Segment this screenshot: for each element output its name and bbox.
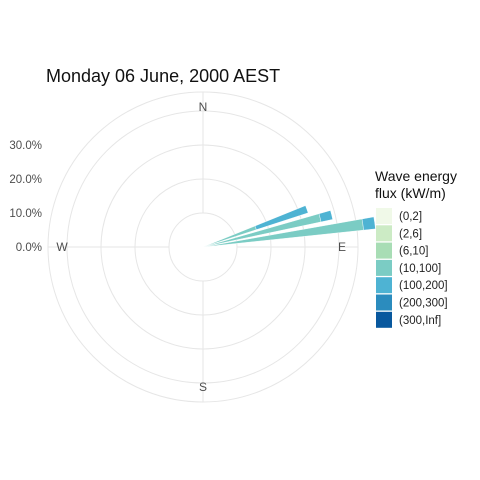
rose-segment — [319, 210, 333, 221]
legend-swatch — [376, 208, 392, 224]
radial-tick-label: 0.0% — [16, 242, 42, 254]
legend-swatch — [376, 260, 392, 276]
legend-swatch — [376, 277, 392, 293]
rose-sectors — [203, 206, 375, 247]
compass-label-e: E — [338, 240, 346, 254]
radial-tick-label: 30.0% — [9, 140, 42, 152]
chart-title: Monday 06 June, 2000 AEST — [46, 66, 280, 86]
compass-label-w: W — [56, 240, 68, 254]
legend-label: (6,10] — [399, 246, 428, 258]
legend-label: (2,6] — [399, 228, 422, 240]
compass-label-n: N — [199, 100, 208, 114]
legend-swatch — [376, 225, 392, 241]
legend-label: (0,2] — [399, 211, 422, 223]
legend-label: (300,Inf] — [399, 315, 441, 327]
legend-label: (100,200] — [399, 280, 448, 292]
legend-swatch — [376, 312, 392, 328]
radial-tick-label: 10.0% — [9, 208, 42, 220]
legend-swatch — [376, 295, 392, 311]
rose-segment — [362, 217, 375, 230]
legend-label: (10,100] — [399, 263, 441, 275]
legend-title: Wave energy — [375, 168, 457, 184]
legend-label: (200,300] — [399, 298, 448, 310]
legend-swatch — [376, 243, 392, 259]
legend-title: flux (kW/m) — [375, 185, 446, 201]
radial-tick-label: 20.0% — [9, 174, 42, 186]
compass-label-s: S — [199, 380, 207, 394]
